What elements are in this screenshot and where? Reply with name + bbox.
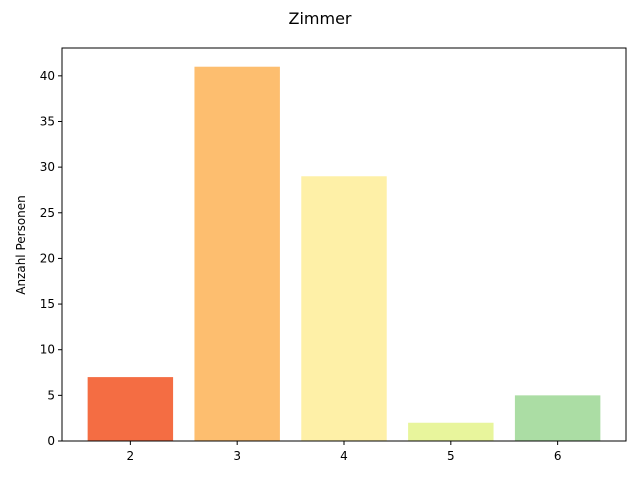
y-axis-label: Anzahl Personen	[14, 195, 28, 295]
chart-title: Zimmer	[289, 9, 352, 28]
y-tick-label: 30	[40, 160, 55, 174]
bars-group	[87, 66, 601, 441]
bar-3	[194, 66, 280, 441]
y-tick-label: 40	[40, 69, 55, 83]
x-tick-label: 6	[554, 449, 562, 463]
x-tick-label: 3	[233, 449, 241, 463]
y-ticks-group: 0 5 10 15 20 25 30 35 40	[40, 69, 62, 448]
bar-2	[87, 377, 174, 441]
y-tick-label: 35	[40, 114, 55, 128]
x-ticks-group: 2 3 4 5 6	[127, 441, 562, 463]
x-tick-label: 5	[447, 449, 455, 463]
plot-frame	[61, 47, 627, 442]
bar-6	[514, 395, 601, 441]
bar-4	[301, 176, 387, 441]
bar-5	[408, 422, 494, 441]
y-tick-label: 20	[40, 251, 55, 265]
y-tick-label: 10	[40, 343, 55, 357]
x-tick-label: 2	[127, 449, 135, 463]
y-tick-label: 25	[40, 206, 55, 220]
x-tick-label: 4	[340, 449, 348, 463]
y-tick-label: 15	[40, 297, 55, 311]
y-tick-label: 5	[47, 388, 55, 402]
y-tick-label: 0	[47, 434, 55, 448]
